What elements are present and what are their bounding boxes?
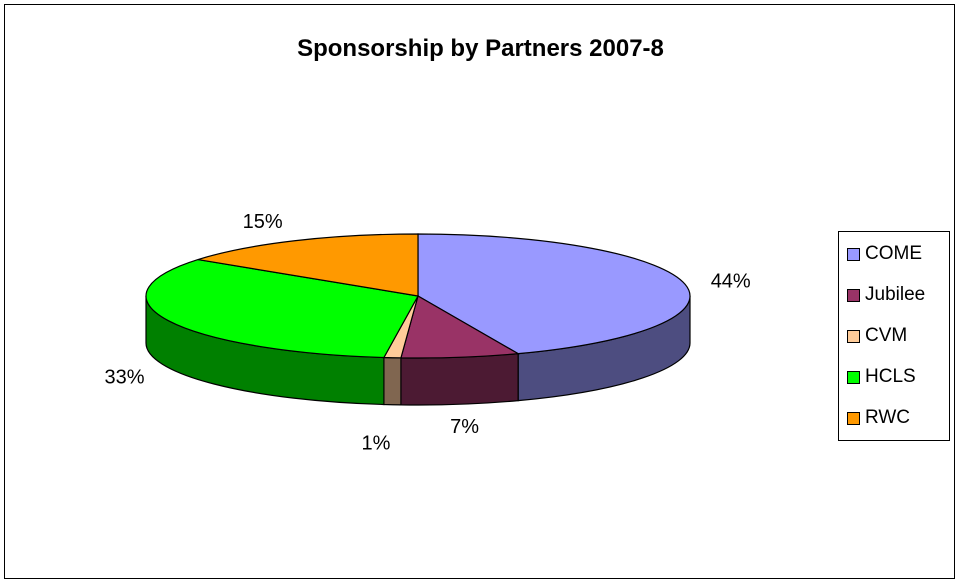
- pie-chart: 44% 7% 1% 33% 15%: [104, 211, 750, 454]
- legend-item-jubilee: Jubilee: [847, 283, 925, 307]
- legend-swatch-rwc: [847, 411, 860, 425]
- pie-label-rwc: 15%: [243, 211, 283, 233]
- legend-label-hcls: HCLS: [865, 366, 916, 387]
- legend-item-rwc: RWC: [847, 406, 910, 430]
- pie-label-come: 44%: [711, 270, 751, 292]
- legend-swatch-cvm: [847, 329, 860, 343]
- legend-item-cvm: CVM: [847, 324, 907, 348]
- legend-label-rwc: RWC: [865, 407, 911, 428]
- legend-label-cvm: CVM: [865, 325, 908, 346]
- pie-side-jubilee: [400, 352, 519, 406]
- pie-label-cvm: 1%: [362, 433, 391, 455]
- chart-title: Sponsorship by Partners 2007-8: [297, 35, 664, 62]
- legend-item-come: COME: [847, 242, 922, 266]
- pie-side-cvm: [383, 356, 402, 406]
- pie-slice-rwc: [197, 233, 419, 297]
- pie-sides: [145, 295, 691, 406]
- chart-area: Sponsorship by Partners 2007-8 44% 7% 1% 33…: [4, 4, 955, 579]
- pie-slice-hcls: [145, 258, 419, 359]
- legend-swatch-jubilee: [847, 288, 860, 302]
- pie-label-hcls: 33%: [104, 366, 144, 388]
- legend-item-hcls: HCLS: [847, 365, 916, 389]
- legend-label-jubilee: Jubilee: [865, 284, 926, 305]
- pie-label-jubilee: 7%: [450, 416, 479, 438]
- legend-swatch-hcls: [847, 370, 860, 384]
- pie-slice-come: [417, 233, 691, 355]
- pie-slice-jubilee: [400, 295, 521, 359]
- legend-swatch-come: [847, 247, 860, 261]
- legend-label-come: COME: [865, 243, 922, 264]
- pie-tops: [145, 233, 691, 359]
- pie-labels: 44% 7% 1% 33% 15%: [104, 211, 750, 454]
- legend: COME Jubilee CVM HCLS RWC: [838, 231, 950, 441]
